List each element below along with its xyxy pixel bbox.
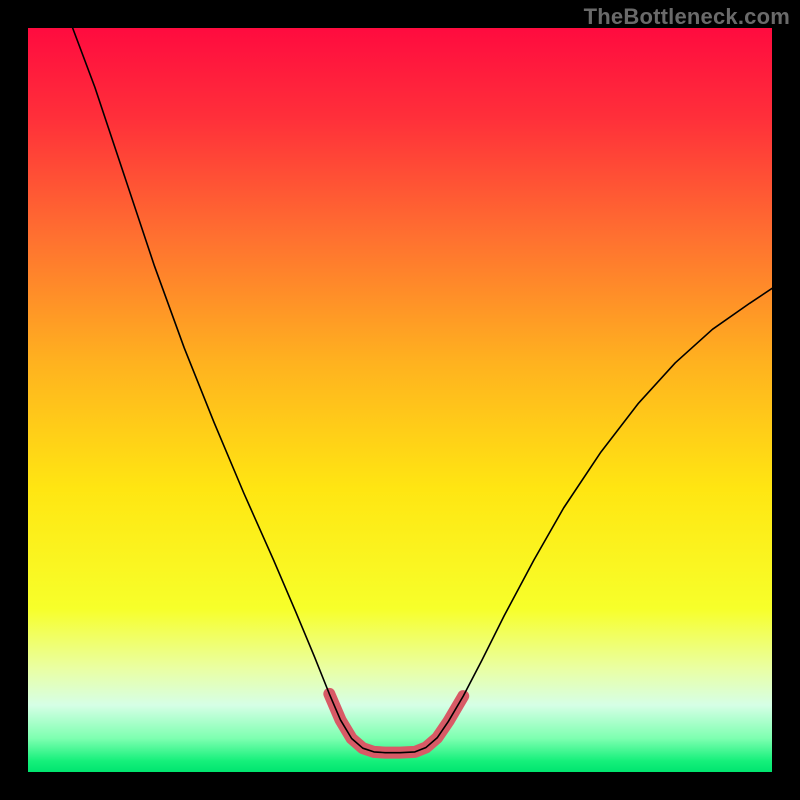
gradient-background (28, 28, 772, 772)
chart-frame: TheBottleneck.com (0, 0, 800, 800)
plot-area (28, 28, 772, 772)
bottleneck-curve-chart (28, 28, 772, 772)
watermark-text: TheBottleneck.com (584, 4, 790, 30)
